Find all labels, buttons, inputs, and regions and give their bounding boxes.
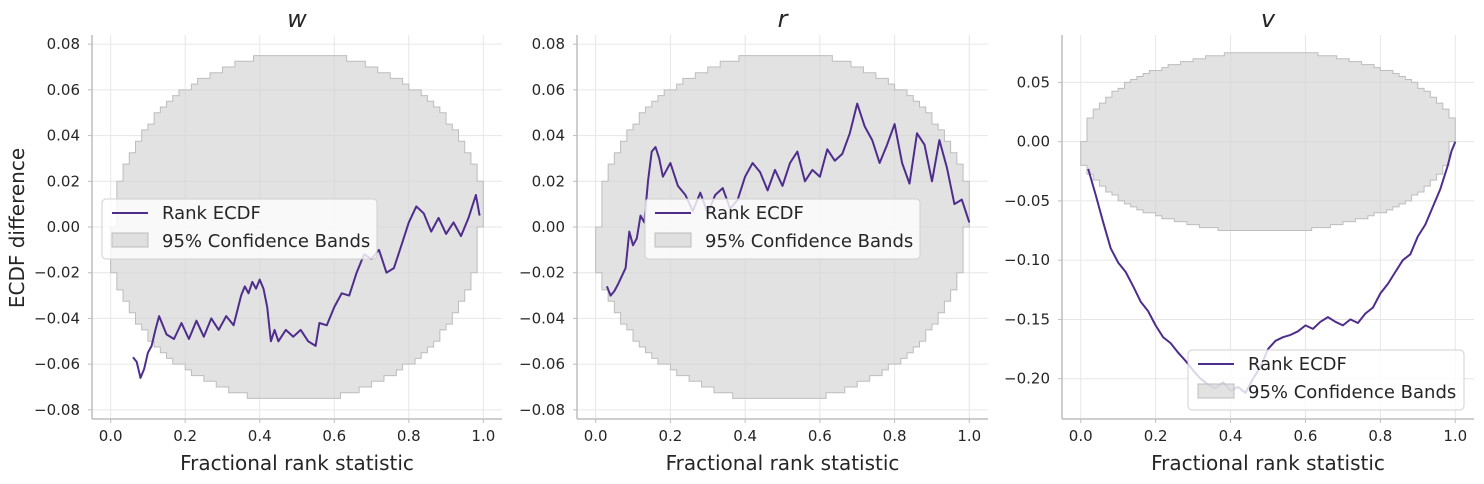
legend-box: [644, 198, 921, 260]
y-tick-label: −0.06: [519, 355, 565, 373]
x-tick-label: 0.4: [248, 427, 272, 445]
x-tick-label: 0.0: [99, 427, 123, 445]
legend-band-swatch: [111, 232, 149, 248]
x-tick-label: 0.6: [322, 427, 346, 445]
legend-band-swatch: [654, 232, 692, 248]
y-tick-label: 0.05: [1017, 73, 1050, 91]
chart-panel-w: 0.0 0.2 0.4 0.6 0.8 1.0 −0.08 −0.06 −0.04 −0.02 0.…: [34, 5, 502, 475]
panel-title: w: [287, 5, 307, 33]
y-tick-label: −0.05: [1004, 192, 1050, 210]
y-tick-label: 0.00: [47, 218, 80, 236]
x-tick-label: 0.8: [397, 427, 421, 445]
y-tick-label: −0.15: [1004, 310, 1050, 328]
y-tick-label: 0.06: [532, 81, 565, 99]
y-tick-label: −0.04: [519, 309, 565, 327]
x-tick-label: 0.2: [173, 427, 197, 445]
y-tick-label: 0.04: [47, 127, 80, 145]
y-tick-label: 0.08: [47, 35, 80, 53]
rank-ecdf-line: [1087, 141, 1457, 394]
y-tick-label: 0.02: [532, 172, 565, 190]
legend-label-confidence-bands: 95% Confidence Bands: [1248, 382, 1456, 403]
y-tick-label: 0.08: [532, 35, 565, 53]
panel-title: v: [1261, 5, 1276, 33]
panel-title: r: [778, 5, 790, 33]
confidence-band: [1080, 52, 1456, 232]
legend: Rank ECDF 95% Confidence Bands: [101, 198, 378, 260]
y-tick-label: 0.00: [532, 218, 565, 236]
legend-label-confidence-bands: 95% Confidence Bands: [162, 231, 370, 252]
legend: Rank ECDF 95% Confidence Bands: [644, 198, 921, 260]
legend-label-rank-ecdf: Rank ECDF: [162, 203, 261, 224]
x-tick-label: 0.8: [883, 427, 907, 445]
y-tick-label: −0.02: [519, 264, 565, 282]
legend-label-rank-ecdf: Rank ECDF: [705, 203, 804, 224]
x-tick-label: 0.4: [733, 427, 757, 445]
y-tick-label: 0.00: [1017, 133, 1050, 151]
y-tick-label: −0.02: [34, 264, 80, 282]
y-tick-label: 0.04: [532, 127, 565, 145]
legend-label-rank-ecdf: Rank ECDF: [1248, 354, 1347, 375]
x-tick-label: 0.8: [1368, 427, 1392, 445]
x-tick-label: 0.2: [658, 427, 682, 445]
legend-label-confidence-bands: 95% Confidence Bands: [705, 231, 913, 252]
x-tick-label: 0.6: [1294, 427, 1318, 445]
x-tick-label: 1.0: [1443, 427, 1467, 445]
legend-box: [1187, 349, 1465, 411]
chart-panel-v: 0.0 0.2 0.4 0.6 0.8 1.0 −0.20 −0.15 −0.10 −0.05 0.…: [1004, 5, 1474, 475]
chart-panel-r: 0.0 0.2 0.4 0.6 0.8 1.0 −0.08 −0.06 −0.04 −0.02 0.…: [519, 5, 988, 475]
x-tick-label: 0.0: [1069, 427, 1093, 445]
y-tick-label: −0.10: [1004, 251, 1050, 269]
y-tick-label: 0.06: [47, 81, 80, 99]
y-tick-label: −0.06: [34, 355, 80, 373]
y-tick-label: 0.02: [47, 172, 80, 190]
y-tick-label: −0.04: [34, 309, 80, 327]
y-tick-label: −0.08: [34, 401, 80, 419]
x-tick-label: 1.0: [957, 427, 981, 445]
x-axis-label: Fractional rank statistic: [1151, 451, 1385, 475]
y-tick-label: −0.20: [1004, 370, 1050, 388]
legend: Rank ECDF 95% Confidence Bands: [1187, 349, 1465, 411]
x-tick-label: 0.6: [808, 427, 832, 445]
legend-box: [101, 198, 378, 260]
x-axis-label: Fractional rank statistic: [180, 451, 414, 475]
x-axis-label: Fractional rank statistic: [666, 451, 900, 475]
x-tick-label: 0.4: [1219, 427, 1243, 445]
figure-ylabel: ECDF difference: [5, 148, 29, 308]
rank-ecdf-line: [132, 194, 481, 379]
x-tick-label: 0.2: [1144, 427, 1168, 445]
legend-band-swatch: [1197, 383, 1235, 399]
y-tick-label: −0.08: [519, 401, 565, 419]
x-tick-label: 1.0: [471, 427, 495, 445]
x-tick-label: 0.0: [584, 427, 608, 445]
